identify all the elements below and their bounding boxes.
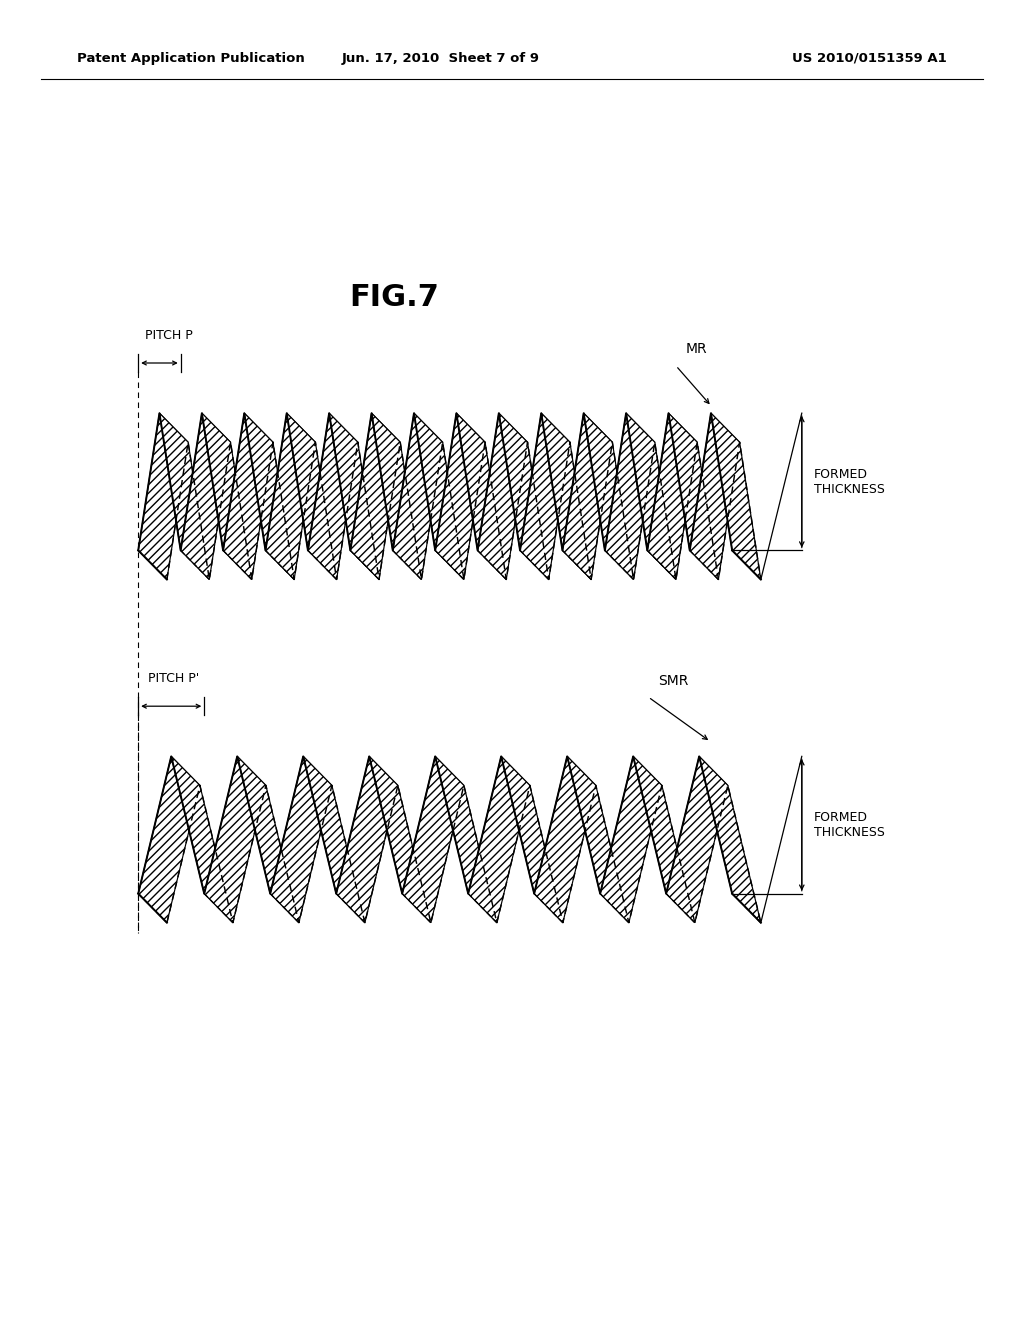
Polygon shape [202, 413, 252, 579]
Polygon shape [600, 756, 662, 923]
Polygon shape [329, 413, 379, 579]
Polygon shape [711, 413, 761, 579]
Polygon shape [542, 413, 591, 579]
Polygon shape [287, 413, 337, 579]
Polygon shape [204, 756, 266, 923]
Polygon shape [501, 756, 563, 923]
Polygon shape [520, 413, 570, 579]
Polygon shape [180, 413, 230, 579]
Polygon shape [499, 413, 549, 579]
Text: Jun. 17, 2010  Sheet 7 of 9: Jun. 17, 2010 Sheet 7 of 9 [341, 51, 540, 65]
Polygon shape [372, 413, 422, 579]
Text: FORMED
THICKNESS: FORMED THICKNESS [814, 467, 885, 496]
Text: PITCH P': PITCH P' [148, 672, 200, 685]
Polygon shape [245, 413, 294, 579]
Polygon shape [647, 413, 697, 579]
Polygon shape [171, 756, 232, 923]
Polygon shape [699, 756, 761, 923]
Polygon shape [265, 413, 315, 579]
Text: FIG.7: FIG.7 [349, 282, 439, 312]
Polygon shape [223, 413, 273, 579]
Polygon shape [435, 413, 485, 579]
Text: MR: MR [686, 342, 708, 356]
Polygon shape [308, 413, 357, 579]
Polygon shape [584, 413, 634, 579]
Polygon shape [605, 413, 654, 579]
Polygon shape [303, 756, 365, 923]
Polygon shape [138, 413, 188, 579]
Text: Patent Application Publication: Patent Application Publication [77, 51, 304, 65]
Polygon shape [370, 756, 431, 923]
Polygon shape [138, 756, 200, 923]
Polygon shape [160, 413, 209, 579]
Polygon shape [270, 756, 332, 923]
Polygon shape [457, 413, 506, 579]
Polygon shape [633, 756, 695, 923]
Polygon shape [690, 413, 739, 579]
Polygon shape [535, 756, 596, 923]
Polygon shape [567, 756, 629, 923]
Polygon shape [468, 756, 529, 923]
Polygon shape [667, 756, 728, 923]
Polygon shape [414, 413, 464, 579]
Text: SMR: SMR [658, 673, 689, 688]
Polygon shape [350, 413, 400, 579]
Polygon shape [238, 756, 299, 923]
Polygon shape [393, 413, 442, 579]
Polygon shape [626, 413, 676, 579]
Polygon shape [402, 756, 464, 923]
Text: FORMED
THICKNESS: FORMED THICKNESS [814, 810, 885, 840]
Polygon shape [669, 413, 719, 579]
Polygon shape [435, 756, 497, 923]
Text: US 2010/0151359 A1: US 2010/0151359 A1 [793, 51, 947, 65]
Polygon shape [562, 413, 612, 579]
Polygon shape [477, 413, 527, 579]
Polygon shape [336, 756, 398, 923]
Text: PITCH P: PITCH P [144, 329, 193, 342]
